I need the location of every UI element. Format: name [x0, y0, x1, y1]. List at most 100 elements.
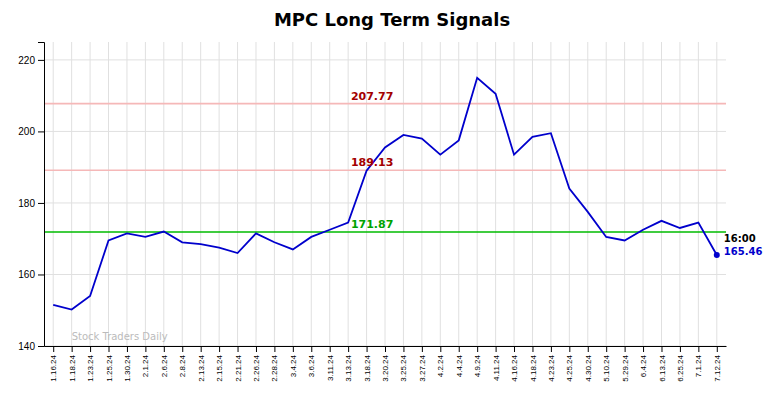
grid-line — [440, 42, 441, 346]
tick-mark — [90, 346, 91, 352]
grid-line — [679, 42, 680, 346]
tick-label: 3.6.24 — [307, 354, 316, 377]
reference-label: 171.87 — [351, 218, 393, 231]
tick: 7.1.24 — [694, 346, 703, 377]
tick: 160 — [18, 269, 44, 280]
grid-line — [90, 42, 91, 346]
tick-label: 1.25.24 — [105, 354, 114, 381]
tick-mark — [311, 346, 312, 352]
grid-line — [403, 42, 404, 346]
tick-mark — [256, 346, 257, 352]
tick-label: 6.25.24 — [676, 354, 685, 381]
tick: 1.18.24 — [68, 346, 77, 382]
tick-label: 4.9.24 — [473, 354, 482, 377]
tick-label: 3.18.24 — [363, 354, 372, 381]
grid-line — [550, 42, 551, 346]
last-time-label: 16:00 — [724, 233, 756, 244]
tick-mark — [293, 346, 294, 352]
reference-labels: 207.77189.13171.87 — [351, 90, 393, 231]
tick-mark — [606, 346, 607, 352]
grid-line — [274, 42, 275, 346]
tick-label: 2.21.24 — [234, 354, 243, 381]
tick: 4.2.24 — [436, 346, 445, 377]
tick: 3.6.24 — [307, 346, 316, 377]
grid-line — [624, 42, 625, 346]
tick-mark — [38, 274, 44, 275]
grid-line — [698, 42, 699, 346]
tick: 180 — [18, 198, 44, 209]
tick-label: 1.23.24 — [86, 354, 95, 381]
tick-mark — [385, 346, 386, 352]
tick-label: 3.27.24 — [418, 354, 427, 381]
x-axis: 1.16.24 1.18.24 1.23.24 1.25.24 1.30.24 2.1.2… — [45, 346, 727, 382]
tick: 4.30.24 — [584, 346, 593, 382]
tick: 5.29.24 — [621, 346, 630, 382]
tick: 2.6.24 — [160, 346, 169, 377]
tick-mark — [330, 346, 331, 352]
tick-label: 2.8.24 — [178, 354, 187, 377]
tick-mark — [219, 346, 220, 352]
tick-mark — [440, 346, 441, 352]
tick: 2.21.24 — [234, 346, 243, 382]
tick-label: 180 — [18, 198, 35, 209]
tick-mark — [459, 346, 460, 352]
tick-mark — [569, 346, 570, 352]
tick-label: 4.25.24 — [565, 354, 574, 381]
tick-label: 2.6.24 — [160, 354, 169, 377]
tick-label: 7.1.24 — [694, 354, 703, 377]
grid-line — [292, 42, 293, 346]
tick: 2.8.24 — [178, 346, 187, 377]
tick: 140 — [18, 341, 44, 352]
grid-line — [606, 42, 607, 346]
tick: 2.28.24 — [270, 346, 279, 382]
grid-line — [329, 42, 330, 346]
tick-label: 2.1.24 — [141, 354, 150, 377]
tick-label: 3.20.24 — [381, 354, 390, 381]
grid-line — [237, 42, 238, 346]
grid-line — [385, 42, 386, 346]
plot-area — [44, 78, 726, 310]
tick: 2.1.24 — [141, 346, 150, 377]
tick-label: 3.13.24 — [344, 354, 353, 381]
price-line — [53, 78, 717, 310]
grid-line — [495, 42, 496, 346]
tick-mark — [588, 346, 589, 352]
grid-line — [255, 42, 256, 346]
tick-mark — [367, 346, 368, 352]
tick-label: 1.16.24 — [49, 354, 58, 381]
tick-label: 3.25.24 — [399, 354, 408, 381]
tick: 1.23.24 — [86, 346, 95, 382]
tick-mark — [477, 346, 478, 352]
tick-label: 6.4.24 — [639, 354, 648, 377]
tick-label: 6.13.24 — [658, 354, 667, 381]
tick-mark — [182, 346, 183, 352]
tick-mark — [717, 346, 718, 352]
tick-label: 4.30.24 — [584, 354, 593, 381]
tick: 1.16.24 — [49, 346, 58, 382]
chart: 1401601802002201.16.241.18.241.23.241.25… — [0, 0, 784, 398]
tick-mark — [38, 203, 44, 204]
tick-mark — [72, 346, 73, 352]
tick-mark — [38, 346, 44, 347]
tick-label: 7.12.24 — [713, 354, 722, 381]
tick: 4.16.24 — [510, 346, 519, 382]
tick-mark — [514, 346, 515, 352]
tick-mark — [145, 346, 146, 352]
tick: 6.13.24 — [658, 346, 667, 382]
tick: 4.4.24 — [455, 346, 464, 377]
tick-label: 4.23.24 — [547, 354, 556, 381]
tick: 2.13.24 — [197, 346, 206, 382]
tick-mark — [496, 346, 497, 352]
grid-line — [532, 42, 533, 346]
tick-mark — [680, 346, 681, 352]
grid-line — [587, 42, 588, 346]
tick-label: 5.29.24 — [621, 354, 630, 381]
tick: 3.20.24 — [381, 346, 390, 382]
tick-mark — [127, 346, 128, 352]
tick-label: 220 — [18, 55, 35, 66]
grid-line — [163, 42, 164, 346]
grid-line — [514, 42, 515, 346]
tick: 1.30.24 — [123, 346, 132, 382]
tick-mark — [643, 346, 644, 352]
annotations: 16:00165.46Stock Traders Daily — [72, 233, 763, 342]
